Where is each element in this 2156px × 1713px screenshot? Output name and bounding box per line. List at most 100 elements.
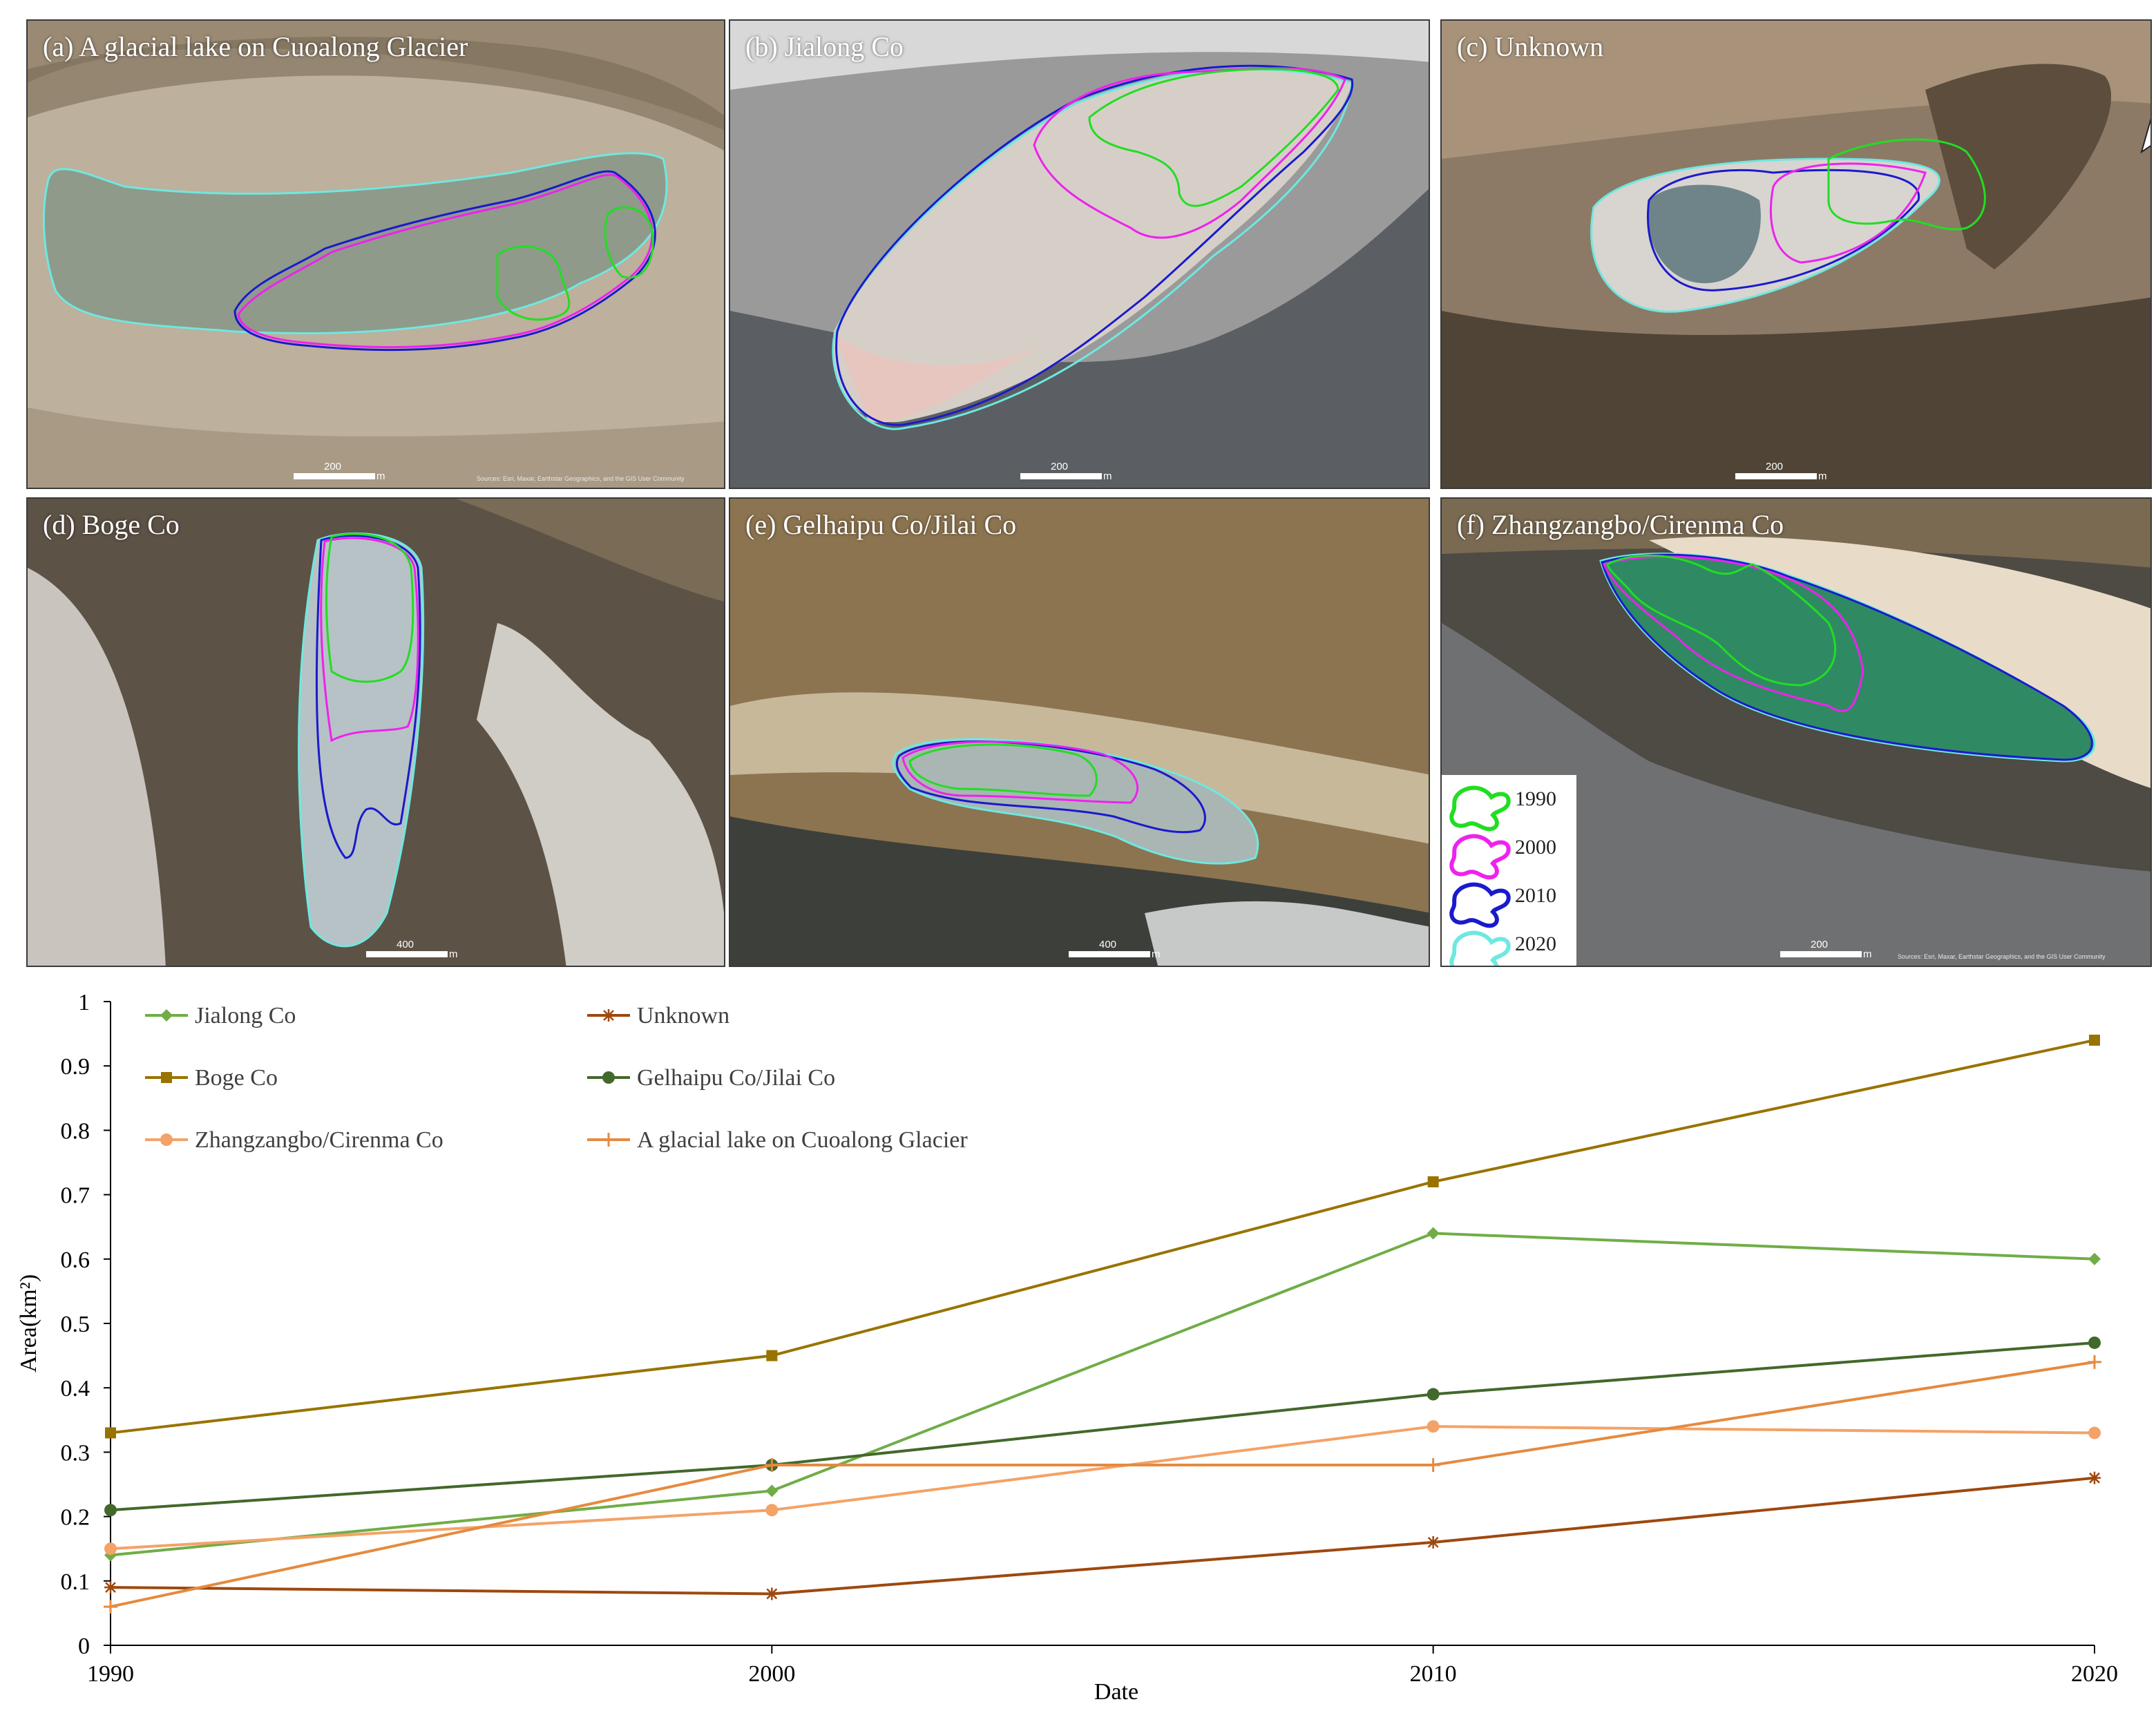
legend-marker (160, 1009, 173, 1022)
data-point (2088, 1471, 2101, 1484)
x-tick-label: 1990 (87, 1661, 134, 1687)
x-tick-label: 2000 (748, 1661, 795, 1687)
scale-bar-b: 200 m (1020, 461, 1124, 484)
outline-legend-2020: 2020 (1447, 926, 1578, 966)
panel-a: (a) A glacial lake on Cuoalong Glacier 2… (26, 19, 725, 489)
series-line (110, 1425, 2095, 1551)
x-axis-label: Date (1094, 1679, 1138, 1705)
y-tick-label: 0.9 (61, 1054, 90, 1080)
legend-label: Gelhaipu Co/Jilai Co (637, 1065, 835, 1091)
data-point (1427, 1535, 1440, 1549)
outline-2010-c (1647, 169, 1920, 291)
legend-marker (602, 1071, 615, 1084)
series-line (110, 1341, 2095, 1512)
scale-bar-a: 200 m (294, 461, 385, 484)
data-point (765, 1587, 779, 1600)
data-point (1427, 1227, 1440, 1240)
x-tick-label: 2020 (2071, 1661, 2118, 1687)
outline-1990-a (496, 206, 654, 321)
legend-marker (160, 1133, 173, 1146)
data-point (104, 1504, 117, 1517)
legend-label: Unknown (637, 1003, 729, 1028)
y-tick-label: 0.6 (61, 1247, 90, 1273)
outline-swatch-icon (1449, 834, 1511, 880)
panel-f-title: (f) Zhangzangbo/Cirenma Co (1457, 509, 1784, 540)
data-point (1427, 1420, 1440, 1433)
legend-marker (161, 1072, 172, 1083)
data-point (104, 1600, 117, 1614)
panel-e-title: (e) Gelhaipu Co/Jilai Co (745, 509, 1017, 540)
series-line (110, 1476, 2095, 1596)
data-point (2088, 1355, 2101, 1369)
attribution-a: Sources: Esri, Maxar, Earthstar Geograph… (477, 475, 685, 482)
satellite-image-e (730, 499, 1429, 966)
data-point (1427, 1176, 1439, 1187)
outline-2000-e (901, 740, 1138, 804)
outline-2020-f (1599, 553, 2096, 763)
outline-1990-f (1606, 554, 1837, 687)
series-line (110, 1232, 2095, 1557)
outline-2000-b (1033, 67, 1346, 239)
data-point (1426, 1458, 1440, 1473)
panel-d-title: (d) Boge Co (43, 509, 180, 540)
panel-b: (b) Jialong Co 200 m (729, 19, 1430, 489)
data-point (765, 1484, 779, 1497)
outline-legend-year: 1990 (1515, 787, 1556, 810)
legend-marker (602, 1009, 615, 1022)
outline-legend-1990: 1990 (1447, 781, 1578, 832)
data-point (2088, 1252, 2101, 1265)
outline-1990-c (1827, 138, 1986, 231)
outline-2020-d (298, 532, 425, 948)
legend-label: Jialong Co (195, 1003, 296, 1028)
outline-2010-a (233, 170, 656, 352)
panel-a-title: (a) A glacial lake on Cuoalong Glacier (43, 31, 468, 62)
outline-legend-year: 2000 (1515, 836, 1556, 859)
outline-2020-a (42, 152, 668, 334)
panel-d: (d) Boge Co 400 m (26, 497, 725, 967)
y-tick-label: 0.7 (61, 1183, 90, 1209)
y-tick-label: 0.8 (61, 1118, 90, 1144)
outline-2000-f (1602, 555, 1864, 713)
y-tick-label: 1 (78, 990, 90, 1015)
outline-legend-2010: 2010 (1447, 877, 1578, 928)
panel-c-title: (c) Unknown (1457, 31, 1604, 62)
outline-2010-f (1601, 553, 2093, 761)
outline-legend-2000: 2000 (1447, 829, 1578, 880)
scale-bar-f: 200 m (1780, 939, 1884, 961)
data-point (765, 1504, 779, 1517)
outline-1990-d (325, 533, 414, 683)
satellite-image-c (1442, 21, 2150, 488)
outline-legend-year: 2010 (1515, 884, 1556, 907)
panel-c: (c) Unknown N 200 m (1440, 19, 2152, 489)
x-tick-label: 2010 (1410, 1661, 1457, 1687)
data-point (1427, 1388, 1440, 1401)
outline-2000-c (1769, 162, 1927, 264)
scale-bar-c: 200 m (1735, 461, 1839, 484)
outline-1990-b (1088, 68, 1339, 207)
y-tick-label: 0.1 (61, 1569, 90, 1595)
outline-2010-b (835, 64, 1354, 426)
panel-b-title: (b) Jialong Co (745, 31, 904, 62)
outline-2010-e (895, 740, 1206, 834)
outline-swatch-icon (1449, 882, 1511, 928)
north-arrow: N (2135, 45, 2150, 155)
y-tick-label: 0 (78, 1634, 90, 1659)
data-point (2089, 1034, 2100, 1046)
scale-bar-e: 400 m (1069, 939, 1172, 961)
data-point (766, 1350, 778, 1361)
series-line (110, 1360, 2095, 1609)
data-point (2088, 1336, 2101, 1349)
y-tick-label: 0.4 (61, 1376, 90, 1401)
panel-f: (f) Zhangzangbo/Cirenma Co 200 m Sources… (1440, 497, 2152, 967)
outline-2010-d (315, 534, 421, 859)
y-axis-label: Area(km²) (16, 1274, 41, 1372)
y-tick-label: 0.5 (61, 1312, 90, 1337)
satellite-image-a (28, 21, 724, 488)
outline-2020-b (832, 68, 1353, 430)
north-arrow-icon (2140, 117, 2150, 154)
scale-bar-d: 400 m (366, 939, 470, 961)
legend-label: Zhangzangbo/Cirenma Co (195, 1127, 443, 1153)
y-tick-label: 0.3 (61, 1440, 90, 1466)
panel-e: (e) Gelhaipu Co/Jilai Co 400 m (729, 497, 1430, 967)
legend-label: A glacial lake on Cuoalong Glacier (637, 1127, 968, 1153)
